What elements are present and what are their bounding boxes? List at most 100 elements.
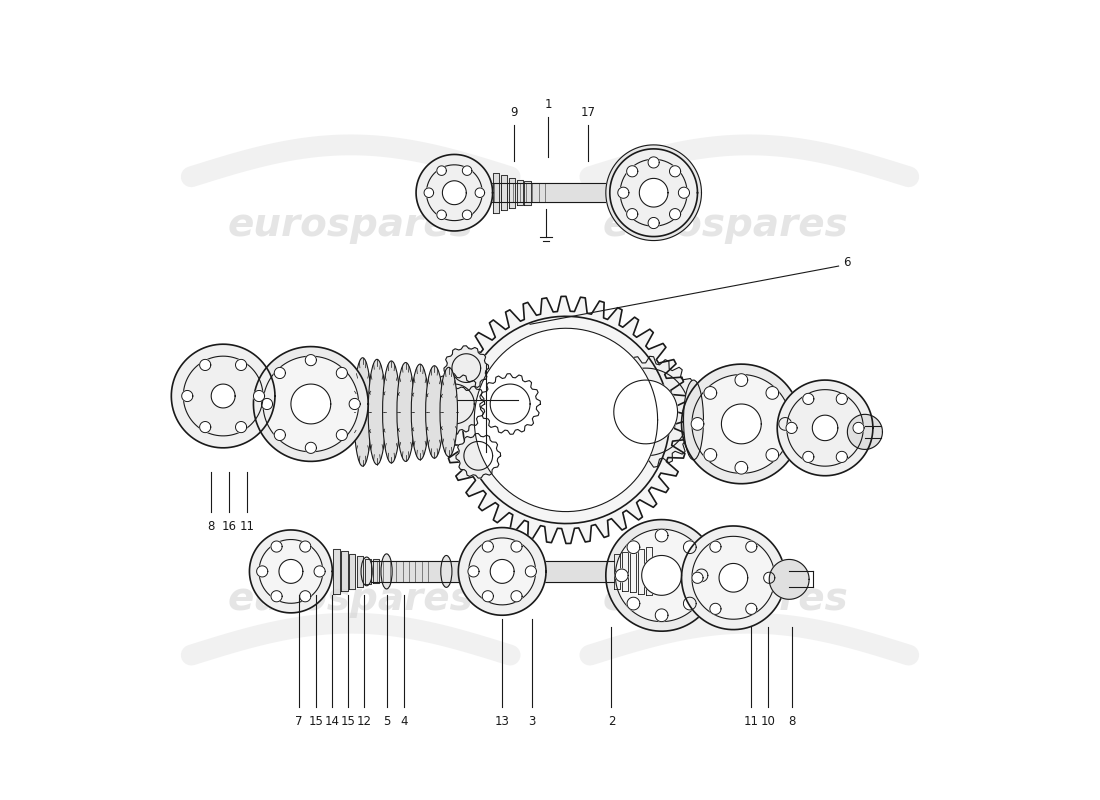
Text: eurospares: eurospares — [603, 580, 848, 618]
Polygon shape — [710, 603, 720, 614]
Polygon shape — [437, 166, 447, 175]
Polygon shape — [778, 380, 873, 476]
Ellipse shape — [368, 359, 386, 465]
Polygon shape — [627, 166, 638, 177]
Polygon shape — [482, 541, 494, 552]
Polygon shape — [253, 390, 265, 402]
Polygon shape — [349, 398, 361, 410]
Polygon shape — [786, 422, 798, 434]
Polygon shape — [710, 541, 720, 552]
Text: 3: 3 — [528, 715, 536, 728]
Polygon shape — [615, 569, 628, 582]
Polygon shape — [271, 541, 282, 552]
Polygon shape — [253, 346, 368, 462]
Polygon shape — [641, 555, 682, 595]
Polygon shape — [274, 430, 285, 441]
Polygon shape — [763, 572, 774, 583]
Polygon shape — [692, 572, 703, 583]
Polygon shape — [735, 374, 748, 386]
Polygon shape — [836, 451, 847, 462]
Polygon shape — [274, 367, 285, 378]
Text: 7: 7 — [295, 715, 302, 728]
Polygon shape — [722, 404, 761, 444]
Polygon shape — [852, 422, 865, 434]
Polygon shape — [306, 354, 317, 366]
Polygon shape — [299, 590, 311, 602]
Polygon shape — [618, 187, 629, 198]
Polygon shape — [803, 451, 814, 462]
Polygon shape — [683, 597, 696, 610]
Polygon shape — [769, 559, 810, 599]
Ellipse shape — [461, 551, 472, 591]
Polygon shape — [235, 359, 246, 370]
Polygon shape — [656, 609, 668, 622]
Polygon shape — [656, 529, 668, 542]
Polygon shape — [262, 398, 273, 410]
Text: 2: 2 — [607, 715, 615, 728]
Polygon shape — [306, 442, 317, 454]
Ellipse shape — [361, 557, 372, 586]
Polygon shape — [648, 218, 659, 229]
Polygon shape — [803, 394, 814, 405]
Polygon shape — [299, 541, 311, 552]
Polygon shape — [475, 188, 485, 198]
Text: 9: 9 — [510, 106, 518, 118]
Polygon shape — [258, 539, 322, 603]
Text: 6: 6 — [844, 256, 851, 270]
Ellipse shape — [381, 554, 393, 589]
Polygon shape — [442, 296, 690, 543]
Polygon shape — [735, 462, 748, 474]
Polygon shape — [199, 422, 211, 433]
Text: 4: 4 — [400, 715, 408, 728]
Text: eurospares: eurospares — [228, 206, 474, 244]
Text: 17: 17 — [581, 106, 596, 118]
Polygon shape — [235, 422, 246, 433]
Polygon shape — [459, 527, 546, 615]
Polygon shape — [670, 166, 681, 177]
Polygon shape — [462, 210, 472, 219]
Polygon shape — [263, 356, 359, 452]
Polygon shape — [615, 529, 708, 622]
Polygon shape — [444, 346, 488, 390]
Polygon shape — [290, 384, 331, 424]
Text: 5: 5 — [383, 715, 390, 728]
Ellipse shape — [426, 366, 443, 458]
Polygon shape — [691, 418, 704, 430]
Polygon shape — [695, 569, 708, 582]
Polygon shape — [482, 590, 494, 602]
Polygon shape — [442, 181, 466, 205]
Polygon shape — [614, 380, 678, 444]
Text: 16: 16 — [221, 519, 236, 533]
Polygon shape — [491, 559, 514, 583]
Polygon shape — [812, 415, 838, 441]
Polygon shape — [590, 356, 702, 468]
Polygon shape — [648, 157, 659, 168]
Polygon shape — [256, 566, 267, 577]
Polygon shape — [847, 414, 882, 450]
Polygon shape — [766, 449, 779, 462]
Polygon shape — [250, 530, 332, 613]
Polygon shape — [627, 541, 640, 554]
Text: 10: 10 — [760, 715, 775, 728]
Ellipse shape — [441, 555, 452, 587]
Polygon shape — [682, 526, 785, 630]
Polygon shape — [627, 209, 638, 220]
Polygon shape — [424, 374, 485, 434]
Polygon shape — [199, 359, 211, 370]
Text: 12: 12 — [356, 715, 372, 728]
Polygon shape — [468, 566, 478, 577]
Text: 15: 15 — [309, 715, 323, 728]
Ellipse shape — [440, 367, 458, 457]
Polygon shape — [455, 434, 500, 478]
Polygon shape — [337, 367, 348, 378]
Polygon shape — [719, 563, 748, 592]
Text: eurospares: eurospares — [228, 580, 474, 618]
Polygon shape — [779, 418, 792, 430]
Polygon shape — [510, 541, 522, 552]
Polygon shape — [836, 394, 847, 405]
Polygon shape — [704, 386, 717, 399]
Ellipse shape — [397, 362, 415, 462]
Text: 8: 8 — [788, 715, 795, 728]
Polygon shape — [337, 430, 348, 441]
Polygon shape — [692, 536, 774, 619]
